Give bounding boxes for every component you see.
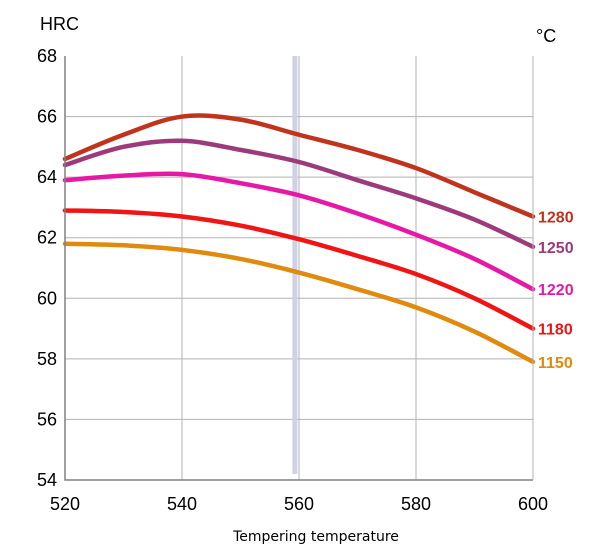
y-axis-title: HRC bbox=[40, 14, 79, 34]
unit-label: °C bbox=[536, 26, 556, 46]
series-line-1250 bbox=[62, 138, 536, 250]
y-tick-label: 68 bbox=[37, 46, 57, 66]
series-label-1250: 1250 bbox=[538, 240, 574, 257]
y-tick-label: 54 bbox=[37, 470, 57, 490]
series-labels: 1280 1250 1220 1180 1150 bbox=[538, 210, 574, 372]
y-tick-label: 58 bbox=[37, 349, 57, 369]
axes bbox=[64, 56, 534, 481]
x-tick-label: 560 bbox=[284, 494, 314, 514]
y-tick-label: 66 bbox=[37, 107, 57, 127]
x-tick-label: 580 bbox=[401, 494, 431, 514]
x-axis-title: Tempering temperature bbox=[232, 529, 399, 545]
series-layer bbox=[62, 113, 536, 365]
series-label-1180: 1180 bbox=[538, 322, 573, 339]
axis-frame bbox=[64, 56, 533, 481]
grid bbox=[65, 56, 533, 480]
x-tick-label: 540 bbox=[167, 494, 197, 514]
tick-labels: 54 56 58 60 62 64 66 68 520 540 560 580 600 bbox=[37, 46, 548, 514]
series-line-1150 bbox=[62, 241, 536, 365]
series-label-1150: 1150 bbox=[538, 355, 573, 372]
y-tick-label: 56 bbox=[37, 409, 57, 429]
x-tick-label: 600 bbox=[518, 494, 548, 514]
y-tick-label: 62 bbox=[37, 228, 57, 248]
series-line-1180 bbox=[62, 208, 536, 331]
y-tick-label: 64 bbox=[37, 167, 57, 187]
series-label-1220: 1220 bbox=[538, 282, 574, 299]
series-label-1280: 1280 bbox=[538, 210, 574, 227]
x-tick-label: 520 bbox=[50, 494, 80, 514]
series-line-1280 bbox=[62, 113, 536, 219]
series-line-1220 bbox=[62, 171, 536, 292]
y-tick-label: 60 bbox=[37, 288, 57, 308]
